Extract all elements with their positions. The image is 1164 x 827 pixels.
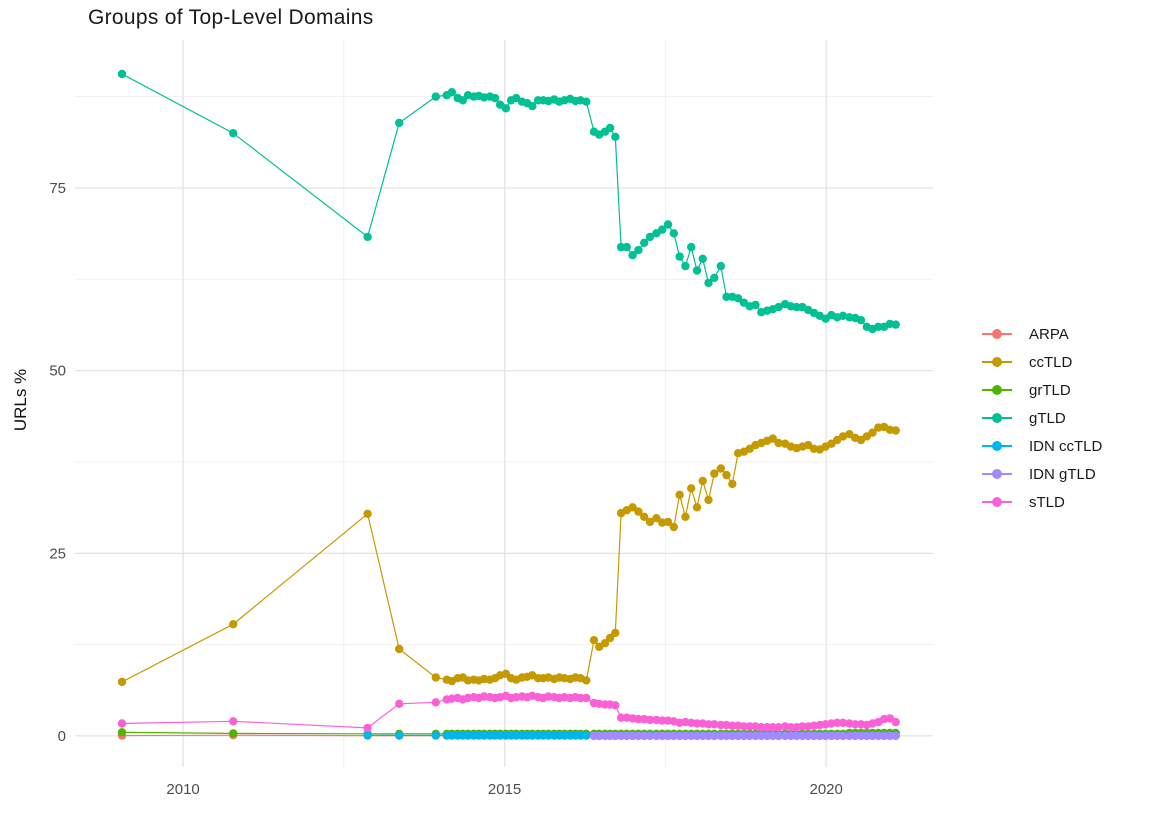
legend-label: IDN ccTLD [1029, 437, 1103, 455]
y-tick-label: 50 [49, 363, 66, 380]
grid-major [75, 40, 933, 767]
legend-label: ccTLD [1029, 353, 1073, 371]
legend-label: grTLD [1029, 381, 1071, 399]
legend-label: gTLD [1029, 409, 1066, 427]
chart-title: Groups of Top-Level Domains [88, 6, 374, 29]
legend-item-sTLD: sTLD [982, 488, 1160, 516]
legend-item-ARPA: ARPA [982, 320, 1160, 348]
legend-key-icon [982, 410, 1012, 426]
series-IDN-gTLD [589, 731, 900, 741]
legend-key-icon [982, 494, 1012, 510]
x-tick-label: 2020 [810, 781, 843, 798]
y-tick-label: 0 [58, 728, 66, 745]
legend-item-gTLD: gTLD [982, 404, 1160, 432]
legend-item-grTLD: grTLD [982, 376, 1160, 404]
legend-label: ARPA [1029, 325, 1069, 343]
legend-key-icon [982, 354, 1012, 370]
legend: ARPA ccTLD grTLD gTLD IDN ccTLD IDN gTLD sTLD [982, 320, 1160, 516]
legend-item-IDN-gTLD: IDN gTLD [982, 460, 1160, 488]
y-tick-label: 25 [49, 545, 66, 562]
legend-key-icon [982, 466, 1012, 482]
x-tick-label: 2010 [166, 781, 199, 798]
legend-item-ccTLD: ccTLD [982, 348, 1160, 376]
legend-key-icon [982, 382, 1012, 398]
x-tick-label: 2015 [488, 781, 521, 798]
series-gTLD [117, 69, 900, 334]
legend-key-icon [982, 438, 1012, 454]
legend-label: IDN gTLD [1029, 465, 1096, 483]
legend-label: sTLD [1029, 493, 1065, 511]
series-sTLD [117, 691, 900, 733]
legend-item-IDN-ccTLD: IDN ccTLD [982, 432, 1160, 460]
y-tick-label: 75 [49, 180, 66, 197]
series-ccTLD [117, 422, 900, 687]
legend-key-icon [982, 326, 1012, 342]
